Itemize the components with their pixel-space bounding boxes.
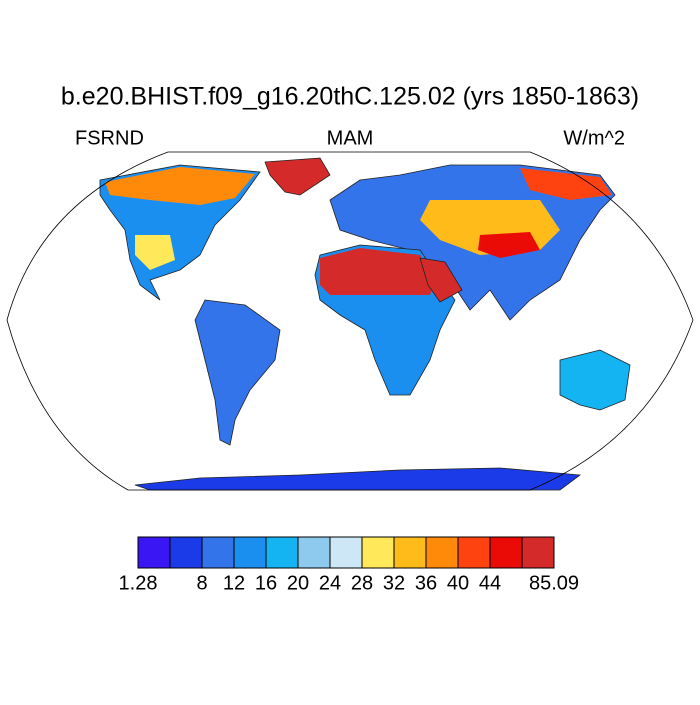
colorbar-box xyxy=(457,536,491,569)
greenland xyxy=(264,157,331,196)
colorbar-box xyxy=(329,536,363,569)
colorbar-label: 1.28 xyxy=(119,572,158,594)
us-west xyxy=(135,235,175,270)
antarctica xyxy=(134,467,582,491)
arabia xyxy=(419,257,463,303)
australia xyxy=(559,349,631,411)
map-frame xyxy=(6,151,694,491)
colorbar-label: 12 xyxy=(223,572,245,594)
right-string: W/m^2 xyxy=(563,127,625,149)
colorbar-box xyxy=(265,536,299,569)
arctic-canada xyxy=(105,167,255,205)
colorbar-box xyxy=(297,536,331,569)
center-string: MAM xyxy=(327,127,374,149)
colorbar-box xyxy=(393,536,427,569)
left-string: FSRND xyxy=(75,127,144,149)
map xyxy=(6,151,694,491)
colorbar-box xyxy=(137,536,171,569)
sahara xyxy=(320,248,435,295)
colorbar-box xyxy=(521,536,555,569)
colorbar-label: 16 xyxy=(255,572,277,594)
colorbar-label: 8 xyxy=(196,572,207,594)
colorbar-label: 85.09 xyxy=(529,572,579,594)
colorbar-box xyxy=(425,536,459,569)
colorbar-box xyxy=(361,536,395,569)
colorbar-label: 28 xyxy=(351,572,373,594)
colorbar-box xyxy=(169,536,203,569)
colorbar-label: 24 xyxy=(319,572,341,594)
colorbar-label: 20 xyxy=(287,572,309,594)
colorbar: 1.28 8 12 16 20 24 28 32 36 40 44 85.09 xyxy=(119,536,579,594)
colorbar-label: 36 xyxy=(415,572,437,594)
colorbar-label: 32 xyxy=(383,572,405,594)
colorbar-label: 44 xyxy=(479,572,501,594)
colorbar-box xyxy=(201,536,235,569)
siberia xyxy=(520,168,612,200)
colorbar-label: 40 xyxy=(447,572,469,594)
tibet xyxy=(478,232,540,258)
title: b.e20.BHIST.f09_g16.20thC.125.02 (yrs 18… xyxy=(61,83,639,111)
colorbar-box xyxy=(233,536,267,569)
colorbar-box xyxy=(489,536,523,569)
south-america xyxy=(194,299,281,446)
